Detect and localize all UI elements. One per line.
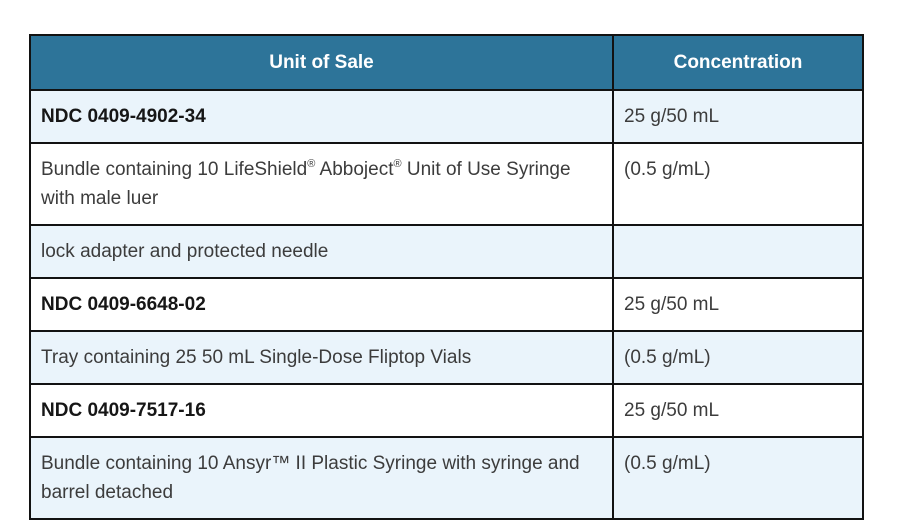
table-body: NDC 0409-4902-34 25 g/50 mL Bundle contain… (29, 89, 864, 520)
unit-of-sale-text: NDC 0409-4902-34 (41, 106, 206, 127)
table-row: NDC 0409-6648-02 25 g/50 mL (29, 277, 864, 332)
table-row: Tray containing 25 50 mL Single-Dose Fli… (29, 330, 864, 385)
column-header-unit-of-sale: Unit of Sale (29, 34, 614, 91)
registered-trademark-symbol: ® (307, 157, 316, 170)
table-row: NDC 0409-4902-34 25 g/50 mL (29, 89, 864, 144)
unit-of-sale-text: Abboject (315, 159, 394, 180)
unit-of-sale-table: Unit of Sale Concentration NDC 0409-4902… (29, 34, 864, 520)
unit-of-sale-text: Unit of Use Syringe with male luer (41, 159, 571, 209)
table-row: Bundle containing 10 LifeShield® Abbojec… (29, 142, 864, 226)
unit-of-sale-cell: Bundle containing 10 LifeShield® Abbojec… (29, 142, 614, 226)
table-row: Bundle containing 10 Ansyr™ II Plastic S… (29, 436, 864, 520)
unit-of-sale-text: Bundle containing 10 Ansyr™ II Plastic S… (41, 453, 580, 503)
unit-of-sale-cell: NDC 0409-6648-02 (29, 277, 614, 332)
concentration-cell: (0.5 g/mL) (612, 142, 864, 226)
unit-of-sale-text: NDC 0409-6648-02 (41, 294, 206, 315)
concentration-cell: 25 g/50 mL (612, 89, 864, 144)
unit-of-sale-text: lock adapter and protected needle (41, 241, 329, 262)
header-row: Unit of Sale Concentration (29, 34, 864, 91)
registered-trademark-symbol: ® (393, 157, 402, 170)
unit-of-sale-cell: NDC 0409-4902-34 (29, 89, 614, 144)
unit-of-sale-cell: NDC 0409-7517-16 (29, 383, 614, 438)
concentration-cell: 25 g/50 mL (612, 277, 864, 332)
concentration-cell: (0.5 g/mL) (612, 330, 864, 385)
concentration-cell (612, 224, 864, 279)
unit-of-sale-text: NDC 0409-7517-16 (41, 400, 206, 421)
unit-of-sale-cell: Tray containing 25 50 mL Single-Dose Fli… (29, 330, 614, 385)
concentration-cell: 25 g/50 mL (612, 383, 864, 438)
table-row: lock adapter and protected needle (29, 224, 864, 279)
unit-of-sale-table-container: Unit of Sale Concentration NDC 0409-4902… (29, 34, 864, 520)
column-header-concentration: Concentration (612, 34, 864, 91)
unit-of-sale-text: Tray containing 25 50 mL Single-Dose Fli… (41, 347, 472, 368)
table-header: Unit of Sale Concentration (29, 34, 864, 91)
table-row: NDC 0409-7517-16 25 g/50 mL (29, 383, 864, 438)
concentration-cell: (0.5 g/mL) (612, 436, 864, 520)
unit-of-sale-text: Bundle containing 10 LifeShield (41, 159, 308, 180)
unit-of-sale-cell: Bundle containing 10 Ansyr™ II Plastic S… (29, 436, 614, 520)
unit-of-sale-cell: lock adapter and protected needle (29, 224, 614, 279)
